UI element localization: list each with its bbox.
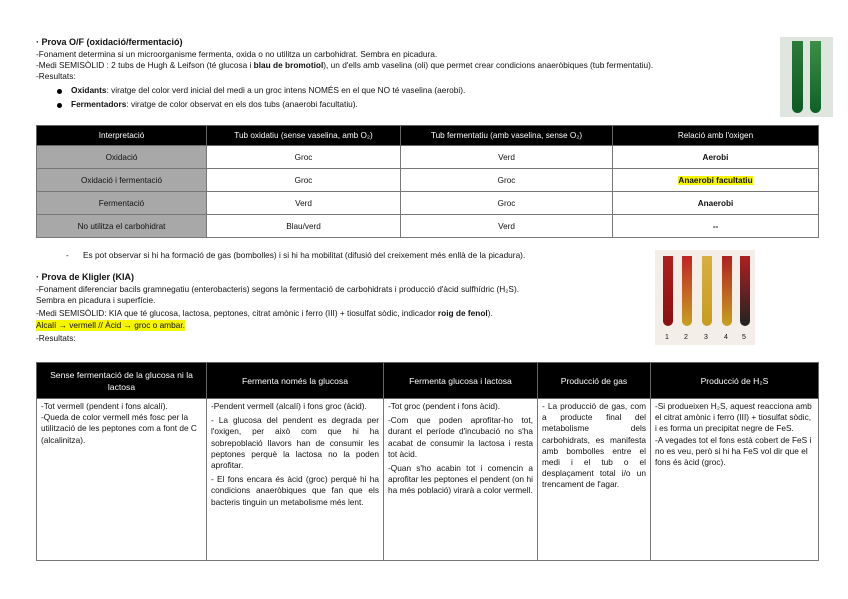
cell: - La producció de gas, com a producte fi…	[537, 398, 651, 561]
of-fonament: -Fonament determina si un microorganisme…	[36, 49, 438, 59]
cell: Oxidació	[36, 145, 207, 169]
cell-text: - La producció de gas, com a producte fi…	[542, 401, 646, 490]
cell-text: -Pendent vermell (alcalí) i fons groc (à…	[211, 401, 367, 411]
cell: -Tot groc (pendent i fons àcid). -Com que…	[383, 398, 538, 561]
bullet-icon	[57, 89, 62, 94]
header-cell: Relació amb l'oxigen	[612, 125, 819, 146]
cell: -Pendent vermell (alcalí) i fons groc (à…	[206, 398, 384, 561]
kia-resultats: -Resultats:	[36, 333, 76, 343]
cell-text: -Queda de color vermell més fosc per la …	[41, 412, 197, 445]
header-cell: Producció de gas	[537, 362, 651, 399]
header-cell: Fermenta glucosa i lactosa	[383, 362, 538, 399]
table-header: Sense fermentació de la glucosa ni la la…	[36, 362, 819, 399]
cell: Verd	[400, 145, 613, 169]
header-cell: Tub fermentatiu (amb vaselina, sense O₂)	[400, 125, 613, 146]
table-row: Oxidació i fermentació Groc Groc Anaerobi f…	[36, 168, 819, 192]
cell: Verd	[206, 191, 401, 215]
of-resultats: -Resultats:	[36, 71, 76, 81]
cell-text: -Si produeixen H₂S, aquest reacciona amb…	[655, 401, 812, 434]
of-medi: -Medi SEMISÒLID : 2 tubs de Hugh & Leifs…	[36, 60, 653, 71]
kia-medi: -Medi SEMISÒLID: KIA que té glucosa, lac…	[36, 308, 493, 319]
table-row: No utilitza el carbohidrat Blau/verd Verd -…	[36, 214, 819, 238]
table-row: -Tot vermell (pendent i fons alcalí). -Qu…	[36, 398, 819, 561]
kia-table: Sense fermentació de la glucosa ni la la…	[36, 362, 819, 561]
of-title: · Prova O/F (oxidació/fermentació)	[36, 37, 183, 47]
tube-label: 3	[704, 334, 708, 341]
dash: -	[66, 250, 69, 260]
header-cell: Producció de H₂S	[650, 362, 819, 399]
cell: Groc	[206, 168, 401, 192]
kia-fonament: -Fonament diferenciar bacils gramnegatiu…	[36, 284, 520, 294]
cell: Anaerobi	[612, 191, 819, 215]
cell: Fermentació	[36, 191, 207, 215]
header-cell: Sense fermentació de la glucosa ni la la…	[36, 362, 207, 399]
tube-label: 4	[724, 334, 728, 341]
cell: Groc	[400, 168, 613, 192]
of-table: Interpretació Tub oxidatiu (sense vaseli…	[36, 125, 819, 238]
text-bold: Fermentadors	[71, 99, 127, 109]
kia-title: · Prova de Kligler (KIA)	[36, 272, 135, 282]
cell: Verd	[400, 214, 613, 238]
header-cell: Fermenta només la glucosa	[206, 362, 384, 399]
cell-text: -Quan s'ho acabin tot i comencin a aprof…	[388, 463, 533, 496]
cell-text: - La glucosa del pendent es degrada per …	[211, 415, 379, 471]
text: : viratge de color observat en els dos t…	[126, 99, 358, 109]
bullet-icon	[57, 103, 62, 108]
kia-highlight: Alcalí → vermell // Àcid → groc o ambar.	[36, 320, 185, 331]
text-bold: blau de bromotiol	[253, 60, 324, 70]
of-bullet: Fermentadors: viratge de color observat …	[71, 99, 358, 110]
cell: Oxidació i fermentació	[36, 168, 207, 192]
table-header: Interpretació Tub oxidatiu (sense vaseli…	[36, 125, 819, 146]
cell: No utilitza el carbohidrat	[36, 214, 207, 238]
text: ), un d'ells amb vaselina (oli) que perm…	[323, 60, 654, 70]
cell: -Si produeixen H₂S, aquest reacciona amb…	[650, 398, 819, 561]
text-bold: Oxidants	[71, 85, 107, 95]
cell-text: - El fons encara és àcid (groc) perquè h…	[211, 474, 379, 507]
text: -Medi SEMISÒLID: KIA que té glucosa, lac…	[36, 308, 438, 318]
cell-text: -Tot groc (pendent i fons àcid).	[388, 401, 501, 411]
of-bullet: Oxidants: viratge del color verd inicial…	[71, 85, 465, 96]
cell: --	[612, 214, 819, 238]
cell: -Tot vermell (pendent i fons alcalí). -Qu…	[36, 398, 207, 561]
tube-label: 2	[684, 334, 688, 341]
of-tubes-photo	[780, 37, 833, 117]
table-row: Oxidació Groc Verd Aerobi	[36, 145, 819, 169]
cell-text: -Tot vermell (pendent i fons alcalí).	[41, 401, 168, 411]
cell: Groc	[400, 191, 613, 215]
cell: Blau/verd	[206, 214, 401, 238]
header-cell: Interpretació	[36, 125, 207, 146]
text: -Medi SEMISÒLID : 2 tubs de Hugh & Leifs…	[36, 60, 254, 70]
kia-tubes-photo: 1 2 3 4 5	[655, 250, 755, 345]
cell: Groc	[206, 145, 401, 169]
tube-label: 1	[665, 334, 669, 341]
cell: Aerobi	[612, 145, 819, 169]
cell-text: -A vegades tot el fons està cobert de Fe…	[655, 434, 812, 468]
cell-text: -Com que poden aprofitar-ho tot, durant …	[388, 415, 533, 459]
text-bold: roig de fenol	[437, 308, 488, 318]
of-note: Es pot observar si hi ha formació de gas…	[83, 250, 526, 260]
cell: Anaerobi facultatiu	[612, 168, 819, 192]
header-cell: Tub oxidatiu (sense vaselina, amb O₂)	[206, 125, 401, 146]
text: ).	[487, 308, 493, 318]
text: : viratge del color verd inicial del med…	[106, 85, 466, 95]
tube-label: 5	[742, 334, 746, 341]
highlighted-text: Anaerobi facultatiu	[678, 175, 753, 185]
kia-sembra: Sembra en picadura i superfície.	[36, 295, 156, 305]
table-row: Fermentació Verd Groc Anaerobi	[36, 191, 819, 215]
